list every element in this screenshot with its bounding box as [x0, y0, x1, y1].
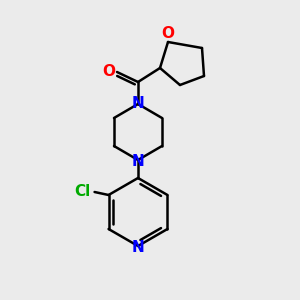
Text: N: N [132, 154, 144, 169]
Text: N: N [132, 95, 144, 110]
Text: O: O [161, 26, 175, 40]
Text: Cl: Cl [74, 184, 91, 199]
Text: N: N [132, 241, 144, 256]
Text: O: O [103, 64, 116, 79]
